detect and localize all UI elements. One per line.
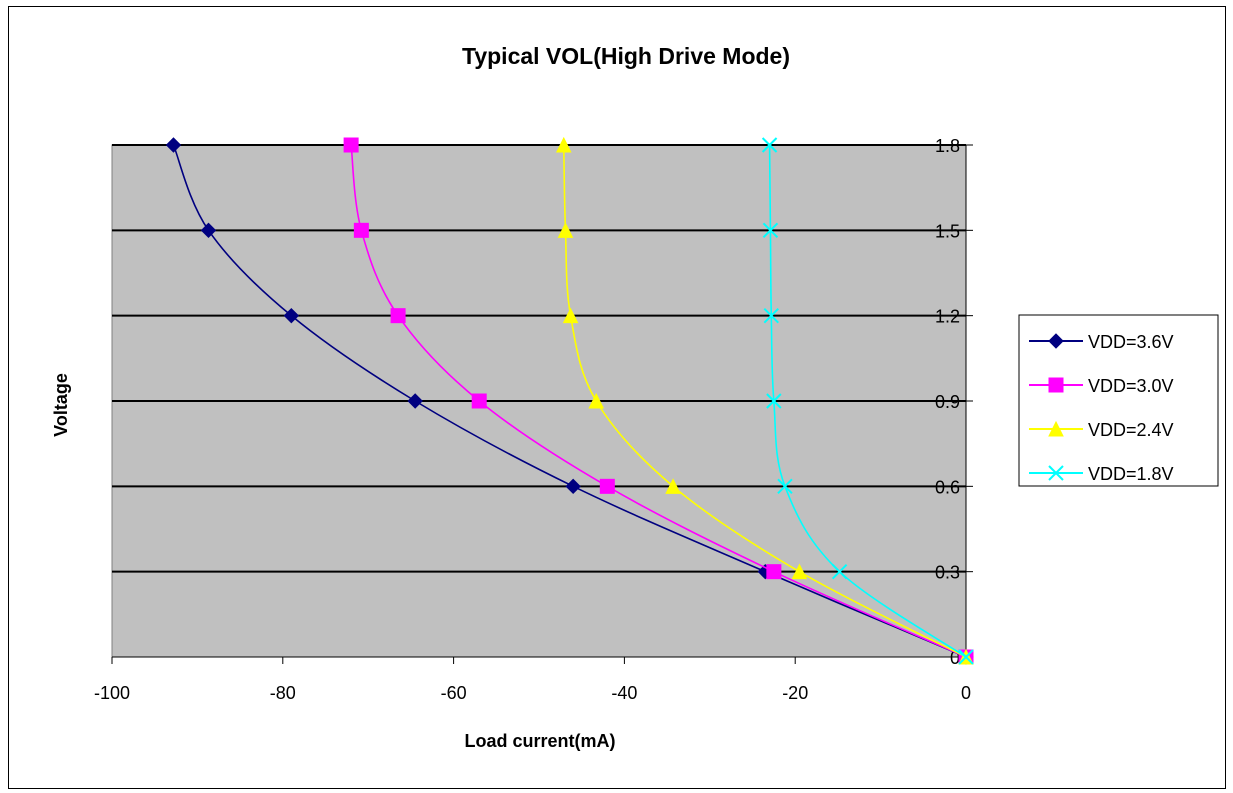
data-point <box>588 392 605 409</box>
x-tick-label: -100 <box>94 683 130 703</box>
axes: 0 0.3 0.6 0.9 1.2 1.5 1.8 -100 -80 -60 -40 -20 0 <box>94 136 973 703</box>
legend-entry: VDD=1.8V <box>1029 464 1174 484</box>
y-tick-label: 0 <box>950 648 960 668</box>
data-point <box>763 307 779 324</box>
series-4 <box>761 137 974 665</box>
data-point <box>777 478 793 495</box>
data-point <box>762 222 779 239</box>
data-point <box>766 564 782 580</box>
data-point <box>471 393 487 409</box>
y-tick-label: 1.8 <box>935 136 960 156</box>
grid-lines <box>112 144 966 573</box>
data-point <box>791 563 808 580</box>
x-tick-label: -60 <box>441 683 467 703</box>
series-line <box>350 144 967 658</box>
data-point <box>390 308 406 324</box>
data-point <box>958 649 974 665</box>
legend: VDD=3.6V VDD=3.0V VDD=2.4V VDD=1.8V <box>1018 314 1219 487</box>
chart-title: Typical VOL(High Drive Mode) <box>462 43 790 69</box>
legend-entry: VDD=3.0V <box>1029 376 1174 396</box>
data-point <box>200 222 217 239</box>
y-axis-title: Voltage <box>51 373 71 437</box>
data-point <box>665 478 681 494</box>
data-point <box>831 563 848 580</box>
data-point <box>599 478 615 494</box>
legend-marker <box>1048 465 1064 481</box>
x-tick-label: -80 <box>270 683 296 703</box>
legend-marker <box>1048 377 1064 393</box>
data-point <box>565 478 581 495</box>
series-group <box>165 136 974 665</box>
data-point <box>165 137 182 153</box>
y-tick-label: 0.9 <box>935 392 960 412</box>
x-tick-label: -40 <box>611 683 637 703</box>
legend-entry: VDD=3.6V <box>1029 332 1174 352</box>
data-point <box>562 307 579 324</box>
y-tick-label: 1.2 <box>935 307 960 327</box>
data-point <box>353 222 369 238</box>
data-point <box>557 222 574 238</box>
legend-label: VDD=3.6V <box>1088 332 1174 352</box>
data-point <box>761 137 778 153</box>
x-axis-title: Load current(mA) <box>464 731 615 751</box>
data-point <box>283 307 300 324</box>
legend-label: VDD=3.0V <box>1088 376 1174 396</box>
legend-marker <box>1048 333 1064 349</box>
y-tick-label: 0.6 <box>935 477 960 497</box>
x-tick-label: -20 <box>782 683 808 703</box>
y-tick-label: 0.3 <box>935 563 960 583</box>
data-point <box>407 393 423 409</box>
legend-marker <box>1048 420 1064 437</box>
y-tick-label: 1.5 <box>935 221 960 241</box>
x-tick-label: 0 <box>961 683 971 703</box>
data-point <box>766 393 782 409</box>
legend-entry: VDD=2.4V <box>1029 420 1174 440</box>
data-point <box>343 137 359 153</box>
legend-label: VDD=1.8V <box>1088 464 1174 484</box>
legend-label: VDD=2.4V <box>1088 420 1174 440</box>
data-point <box>555 136 572 153</box>
